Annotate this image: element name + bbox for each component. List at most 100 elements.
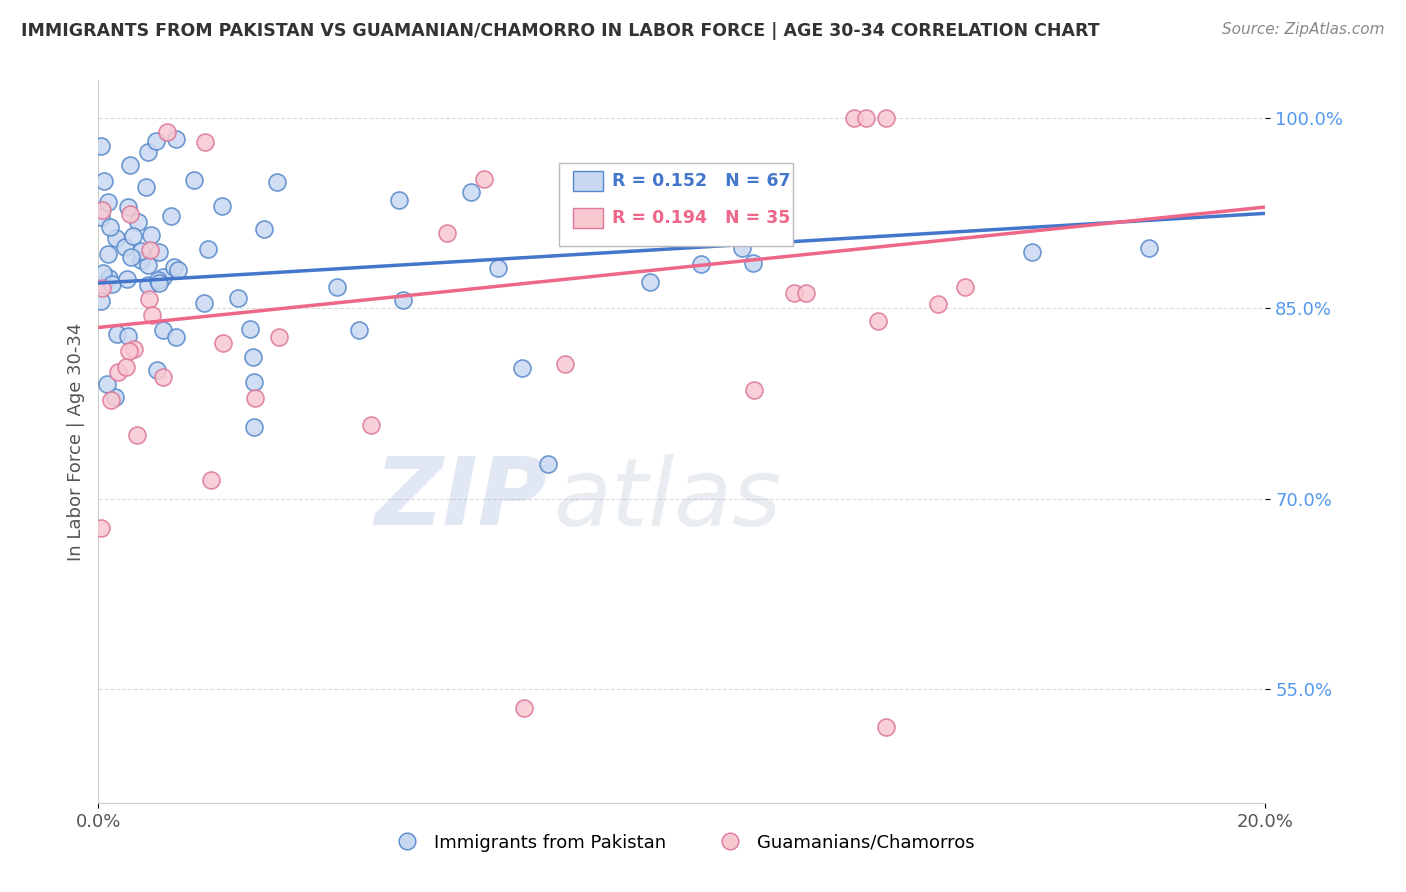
Point [486, 260, 509, 275]
Point [93, 174, 115, 188]
Point [139, 244, 162, 258]
Point [125, 427, 148, 442]
Point [243, 375, 266, 389]
Point [115, 272, 138, 286]
Point [122, 229, 145, 244]
Point [118, 207, 141, 221]
Point [242, 350, 264, 364]
FancyBboxPatch shape [560, 163, 793, 246]
Point [136, 277, 159, 292]
Point [90, 139, 112, 153]
Text: atlas: atlas [554, 454, 782, 545]
Point [136, 145, 159, 159]
Point [193, 295, 215, 310]
Point [868, 314, 890, 328]
Point [842, 112, 865, 126]
Point [118, 344, 141, 359]
Point [690, 257, 713, 271]
Point [167, 263, 190, 277]
Point [100, 393, 122, 408]
Point [513, 700, 536, 714]
Text: IMMIGRANTS FROM PAKISTAN VS GUAMANIAN/CHAMORRO IN LABOR FORCE | AGE 30-34 CORREL: IMMIGRANTS FROM PAKISTAN VS GUAMANIAN/CH… [21, 22, 1099, 40]
Text: R = 0.152   N = 67: R = 0.152 N = 67 [612, 172, 790, 190]
Point [90, 293, 112, 308]
Point [90, 202, 112, 217]
Text: Source: ZipAtlas.com: Source: ZipAtlas.com [1222, 22, 1385, 37]
Bar [574, 208, 603, 228]
Point [104, 390, 127, 404]
Point [162, 260, 184, 275]
Point [472, 172, 495, 186]
Point [741, 255, 763, 269]
Point [266, 175, 288, 189]
Legend: Immigrants from Pakistan, Guamanians/Chamorros: Immigrants from Pakistan, Guamanians/Cha… [382, 826, 981, 859]
Point [91, 281, 114, 295]
Text: R = 0.194   N = 35: R = 0.194 N = 35 [612, 210, 790, 227]
Point [200, 474, 222, 488]
Point [460, 185, 482, 199]
Point [1137, 242, 1160, 256]
Point [90, 277, 112, 292]
Point [388, 194, 411, 208]
Point [105, 231, 128, 245]
Point [148, 273, 170, 287]
Point [554, 357, 576, 371]
Point [117, 329, 139, 343]
Point [97, 247, 120, 261]
Point [141, 308, 163, 322]
Point [537, 457, 560, 471]
Point [91, 266, 114, 280]
Point [152, 323, 174, 337]
Point [122, 343, 145, 357]
Point [730, 241, 752, 255]
Point [510, 361, 533, 376]
Point [165, 132, 187, 146]
Point [148, 244, 170, 259]
Point [226, 291, 249, 305]
Point [927, 297, 949, 311]
Point [96, 376, 118, 391]
Point [141, 227, 163, 242]
Point [156, 125, 179, 139]
Point [183, 173, 205, 187]
Point [145, 135, 167, 149]
Point [90, 211, 112, 225]
Point [97, 194, 120, 209]
Point [638, 275, 661, 289]
Point [267, 330, 290, 344]
Point [253, 221, 276, 235]
Point [742, 384, 765, 398]
Point [326, 280, 349, 294]
Point [135, 180, 157, 194]
Point [782, 286, 804, 301]
Point [436, 227, 458, 241]
Point [211, 199, 233, 213]
Point [101, 277, 124, 291]
Point [360, 417, 382, 432]
Point [98, 271, 121, 285]
Point [953, 279, 976, 293]
Point [349, 323, 371, 337]
Point [117, 200, 139, 214]
Point [197, 243, 219, 257]
Point [243, 420, 266, 434]
Text: ZIP: ZIP [375, 453, 548, 545]
Point [392, 293, 415, 307]
Point [114, 360, 136, 375]
Point [875, 720, 897, 734]
Point [1021, 244, 1043, 259]
Point [107, 365, 129, 379]
Point [148, 276, 170, 290]
Point [794, 286, 817, 301]
Point [194, 135, 217, 149]
Point [160, 209, 183, 223]
Point [118, 158, 141, 172]
Point [129, 244, 152, 259]
Point [127, 215, 149, 229]
Point [152, 269, 174, 284]
Point [165, 330, 187, 344]
Point [239, 322, 262, 336]
Point [98, 219, 121, 234]
Point [146, 363, 169, 377]
Point [105, 326, 128, 341]
